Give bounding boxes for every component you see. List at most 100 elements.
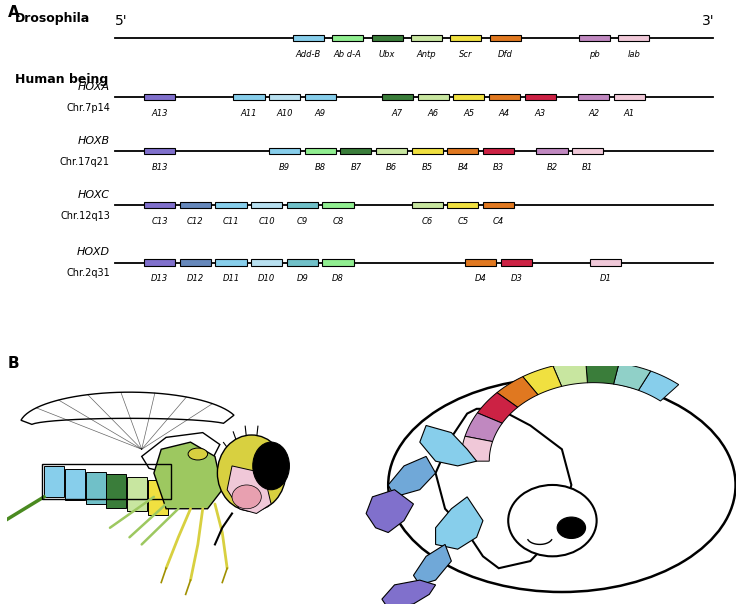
FancyBboxPatch shape: [144, 148, 175, 154]
Text: A10: A10: [276, 109, 293, 118]
FancyBboxPatch shape: [618, 35, 649, 41]
FancyBboxPatch shape: [305, 148, 336, 154]
FancyBboxPatch shape: [180, 202, 211, 208]
Text: pb: pb: [589, 50, 600, 59]
FancyBboxPatch shape: [483, 148, 514, 154]
Text: D13: D13: [151, 274, 169, 283]
Text: B2: B2: [547, 163, 557, 172]
Text: D8: D8: [332, 274, 344, 283]
Text: HOXC: HOXC: [78, 190, 110, 199]
Polygon shape: [461, 436, 493, 461]
Polygon shape: [148, 480, 168, 515]
Text: Drosophila: Drosophila: [15, 12, 90, 25]
Text: B6: B6: [386, 163, 397, 172]
Polygon shape: [21, 392, 234, 425]
Text: A6: A6: [428, 109, 438, 118]
Text: Antp: Antp: [417, 50, 436, 59]
FancyBboxPatch shape: [305, 94, 336, 101]
Text: Chr.7p14: Chr.7p14: [66, 103, 110, 113]
Text: C13: C13: [152, 217, 168, 226]
FancyBboxPatch shape: [251, 202, 282, 208]
Text: B8: B8: [315, 163, 325, 172]
FancyBboxPatch shape: [489, 94, 520, 101]
FancyBboxPatch shape: [447, 148, 478, 154]
Text: lab: lab: [627, 50, 640, 59]
Polygon shape: [435, 497, 483, 549]
Text: Chr.12q13: Chr.12q13: [60, 210, 110, 221]
FancyBboxPatch shape: [251, 259, 282, 265]
FancyBboxPatch shape: [293, 35, 324, 41]
Text: B5: B5: [422, 163, 432, 172]
Text: A11: A11: [241, 109, 257, 118]
FancyBboxPatch shape: [322, 259, 354, 265]
Text: C12: C12: [187, 217, 204, 226]
Text: C5: C5: [457, 217, 469, 226]
Text: B1: B1: [583, 163, 593, 172]
FancyBboxPatch shape: [450, 35, 481, 41]
Polygon shape: [435, 409, 571, 569]
Polygon shape: [154, 442, 222, 509]
FancyBboxPatch shape: [215, 202, 247, 208]
Text: A5: A5: [464, 109, 474, 118]
FancyBboxPatch shape: [411, 35, 442, 41]
FancyBboxPatch shape: [412, 202, 443, 208]
FancyBboxPatch shape: [483, 202, 514, 208]
Text: HOXB: HOXB: [78, 136, 110, 146]
FancyBboxPatch shape: [536, 148, 568, 154]
Text: Chr.2q31: Chr.2q31: [66, 268, 110, 278]
FancyBboxPatch shape: [447, 202, 478, 208]
Text: Dfd: Dfd: [498, 50, 513, 59]
FancyBboxPatch shape: [412, 148, 443, 154]
FancyBboxPatch shape: [614, 94, 645, 101]
Text: A: A: [7, 5, 19, 20]
FancyBboxPatch shape: [144, 94, 175, 101]
FancyBboxPatch shape: [418, 94, 449, 101]
Text: D1: D1: [600, 274, 611, 283]
FancyBboxPatch shape: [269, 94, 300, 101]
FancyBboxPatch shape: [269, 148, 300, 154]
Text: B3: B3: [493, 163, 504, 172]
Polygon shape: [106, 475, 126, 508]
Polygon shape: [127, 478, 147, 511]
FancyBboxPatch shape: [287, 202, 318, 208]
FancyBboxPatch shape: [590, 259, 621, 265]
Text: Chr.17q21: Chr.17q21: [60, 157, 110, 167]
Polygon shape: [382, 580, 435, 609]
Text: A1: A1: [624, 109, 635, 118]
FancyBboxPatch shape: [465, 259, 496, 265]
FancyBboxPatch shape: [453, 94, 484, 101]
Text: D11: D11: [222, 274, 240, 283]
Text: Ab d-A: Ab d-A: [334, 50, 362, 59]
FancyBboxPatch shape: [376, 148, 407, 154]
Text: C9: C9: [296, 217, 308, 226]
Text: D3: D3: [510, 274, 522, 283]
FancyBboxPatch shape: [180, 259, 211, 265]
Ellipse shape: [232, 485, 262, 509]
Text: C10: C10: [259, 217, 275, 226]
Text: B7: B7: [351, 163, 361, 172]
Polygon shape: [465, 413, 502, 442]
Polygon shape: [420, 426, 477, 466]
Polygon shape: [585, 361, 619, 384]
FancyBboxPatch shape: [578, 94, 609, 101]
Text: C6: C6: [421, 217, 433, 226]
Text: A7: A7: [392, 109, 403, 118]
Text: HOXA: HOXA: [78, 82, 110, 92]
Text: B9: B9: [279, 163, 290, 172]
Text: 3': 3': [702, 14, 715, 28]
FancyBboxPatch shape: [382, 94, 413, 101]
Text: C11: C11: [223, 217, 239, 226]
FancyBboxPatch shape: [215, 259, 247, 265]
Text: A9: A9: [315, 109, 325, 118]
Polygon shape: [366, 490, 413, 533]
Polygon shape: [44, 466, 64, 497]
Ellipse shape: [188, 448, 207, 460]
Text: Scr: Scr: [459, 50, 473, 59]
FancyBboxPatch shape: [572, 148, 603, 154]
Polygon shape: [65, 468, 85, 500]
Ellipse shape: [508, 485, 597, 556]
Polygon shape: [142, 432, 220, 475]
FancyBboxPatch shape: [332, 35, 363, 41]
Text: D4: D4: [475, 274, 487, 283]
Text: B: B: [7, 356, 19, 370]
